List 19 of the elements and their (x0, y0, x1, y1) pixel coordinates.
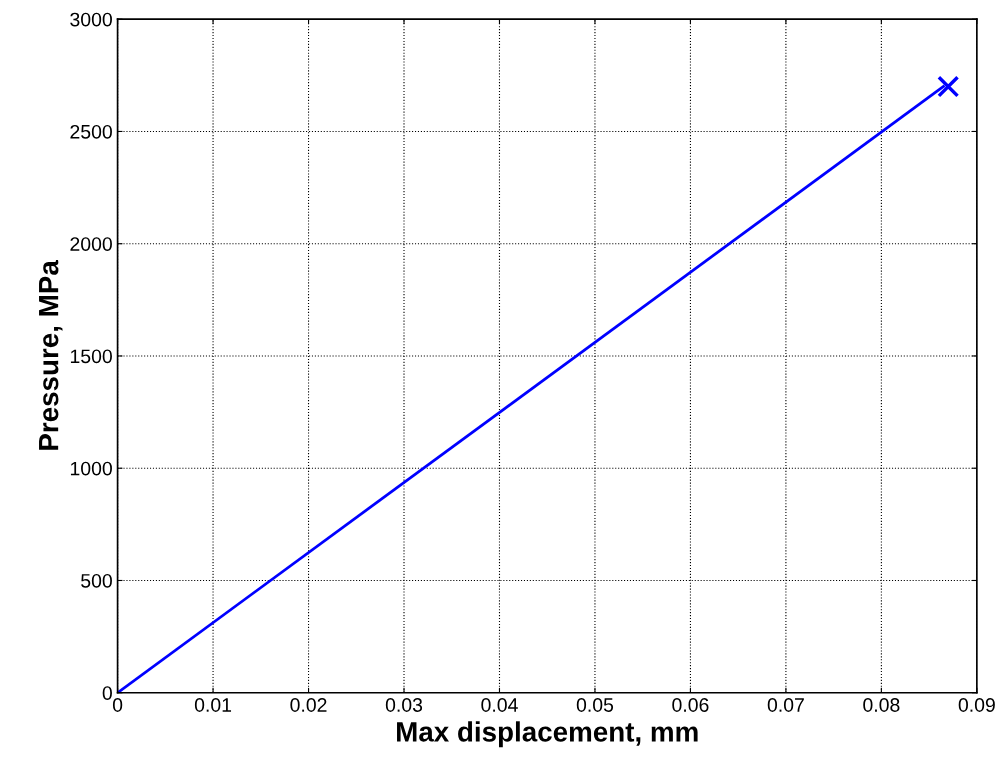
x-tick-label: 0.06 (672, 698, 709, 712)
x-tick-label: 0.04 (481, 698, 518, 712)
x-tick-label: 0.03 (385, 698, 423, 712)
x-tick-label: 0 (112, 698, 123, 712)
y-tick-label: 2000 (70, 237, 112, 251)
y-tick-label: 1000 (70, 461, 112, 476)
x-tick-label: 0.05 (576, 698, 614, 712)
y-tick-label: 1500 (70, 349, 112, 364)
x-tick-label: 0.07 (767, 698, 804, 712)
y-tick-label: 0 (102, 686, 112, 700)
x-tick-label: 0.02 (290, 698, 327, 712)
x-tick-label: 0.01 (194, 698, 232, 712)
y-tick-label: 2500 (70, 124, 112, 139)
x-axis-title: Max displacement, mm (397, 721, 698, 748)
x-tick-label: 0.08 (863, 698, 900, 712)
x-tick-label: 0.09 (958, 698, 995, 712)
y-tick-label: 3000 (70, 12, 112, 27)
y-tick-label: 500 (81, 573, 112, 588)
y-axis-title: Pressure, MPa (39, 260, 63, 450)
